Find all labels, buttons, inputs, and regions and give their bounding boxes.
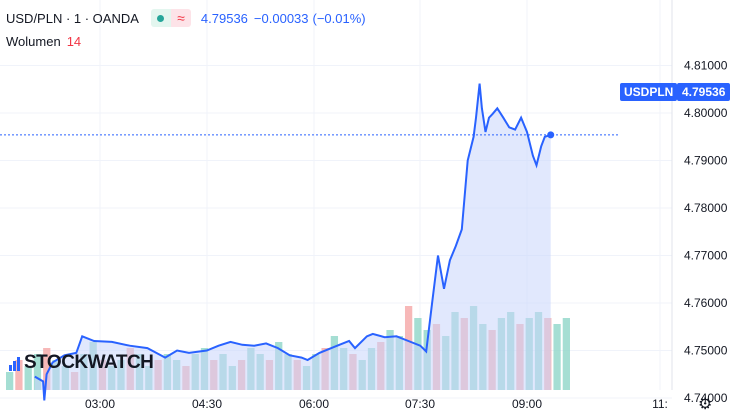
price-tag-value: 4.79536 [677,83,731,101]
symbol-title[interactable]: USD/PLN · 1 · OANDA [6,10,139,26]
x-tick-label: 09:00 [512,397,542,411]
x-tick-label: 07:30 [405,397,435,411]
x-tick-label: 04:30 [192,397,222,411]
y-tick-label: 4.78000 [684,201,728,215]
x-tick-label: 06:00 [299,397,329,411]
y-tick-label: 4.80000 [684,106,728,120]
price-change-pct: (−0.01%) [312,10,366,26]
x-tick-label: 11: [652,397,668,411]
symbol-legend: USD/PLN · 1 · OANDA ≈ 4.79536 −0.00033 (… [6,8,366,28]
price-axis: 4.74000 4.75000 4.76000 4.77000 4.78000 4.790… [684,59,728,406]
y-tick-label: 4.79000 [684,154,728,168]
volume-bar [562,318,570,390]
market-open-icon [150,9,171,27]
y-tick-label: 4.75000 [684,344,728,358]
price-line [34,83,552,401]
y-tick-label: 4.81000 [684,59,728,73]
y-tick-label: 4.74000 [684,391,728,405]
price-change: −0.00033 [253,10,309,26]
volume-legend[interactable]: Wolumen 14 [6,34,81,49]
volume-bar [553,324,561,390]
time-axis: 03:00 04:30 06:00 07:30 09:00 11: [85,397,668,411]
volume-value: 14 [66,34,82,49]
last-price: 4.79536 [200,10,248,26]
logo-text: STOCKWATCH [24,352,154,373]
volume-bar [24,366,32,390]
stockwatch-logo: STOCKWATCH [9,352,154,374]
volume-bar [33,354,42,390]
last-price-dot [547,131,555,139]
price-tag-symbol: USDPLN [620,83,678,101]
y-tick-label: 4.77000 [684,249,728,263]
logo-bars-icon [9,355,21,371]
settings-gear-icon[interactable]: ⚙ [698,396,713,413]
volume-bar [43,348,51,390]
y-tick-label: 4.76000 [684,296,728,310]
approx-icon: ≈ [170,9,191,27]
volume-bar [15,360,23,390]
volume-label: Wolumen [6,34,61,49]
price-area-fill [34,83,551,401]
status-pill[interactable]: ≈ [150,9,191,27]
volume-bar [6,372,14,390]
x-tick-label: 03:00 [85,397,115,411]
